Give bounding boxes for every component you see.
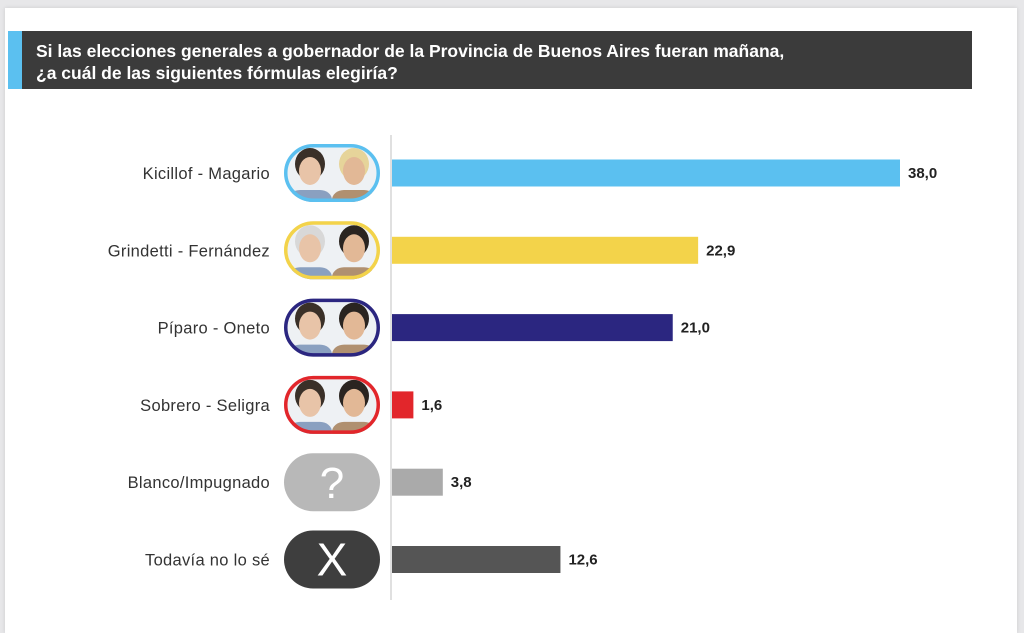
candidate-photos <box>284 375 380 434</box>
bar <box>392 314 673 342</box>
title-bar: Si las elecciones generales a gobernador… <box>8 31 972 89</box>
person-face <box>299 388 321 417</box>
chart-row: Grindetti - Fernández 22,9 <box>108 221 735 280</box>
chart-row: Kicillof - Magario 38,0 <box>143 144 937 202</box>
value-label: 1,6 <box>421 397 442 414</box>
person-face <box>343 157 365 185</box>
person-face <box>299 311 321 340</box>
icon-pill-border <box>284 221 380 280</box>
icon-pill <box>284 530 380 589</box>
category-label: Grindetti - Fernández <box>108 242 270 260</box>
bar <box>392 546 561 573</box>
person-face <box>299 157 321 185</box>
category-label: Todavía no lo sé <box>145 552 270 570</box>
value-label: 12,6 <box>568 552 597 569</box>
icon-pill <box>284 453 380 512</box>
icon-symbol: X <box>317 534 348 586</box>
chart-row: Píparo - Oneto 21,0 <box>158 298 710 357</box>
category-label: Sobrero - Seligra <box>140 397 270 415</box>
person-face <box>343 234 365 263</box>
icon-pill-border <box>284 375 380 434</box>
value-label: 21,0 <box>681 320 710 337</box>
chart-title: Si las elecciones generales a gobernador… <box>36 41 785 83</box>
category-label: Píparo - Oneto <box>158 320 270 338</box>
bar <box>392 391 414 419</box>
bar <box>392 236 699 264</box>
value-label: 38,0 <box>908 165 937 182</box>
title-accent <box>8 31 22 89</box>
candidate-photos <box>284 221 380 280</box>
icon-pill-border <box>284 144 380 202</box>
bar <box>392 468 443 496</box>
category-label: Blanco/Impugnado <box>128 474 270 492</box>
person-face <box>299 234 321 263</box>
icon-pill-border <box>284 298 380 357</box>
category-label: Kicillof - Magario <box>143 165 270 183</box>
candidate-photos <box>284 144 380 202</box>
value-label: 3,8 <box>451 474 472 491</box>
person-face <box>343 388 365 417</box>
chart-row: Sobrero - Seligra 1,6 <box>140 375 442 434</box>
x-mark-icon: X <box>284 530 380 589</box>
bar <box>392 159 900 187</box>
person-face <box>343 311 365 340</box>
chart-row: Blanco/Impugnado? 3,8 <box>128 453 472 512</box>
candidate-photos <box>284 298 380 357</box>
icon-symbol: ? <box>320 459 344 508</box>
value-label: 22,9 <box>706 242 735 259</box>
chart-row: Todavía no lo sé X 12,6 <box>145 530 598 589</box>
question-mark-icon: ? <box>284 453 380 512</box>
